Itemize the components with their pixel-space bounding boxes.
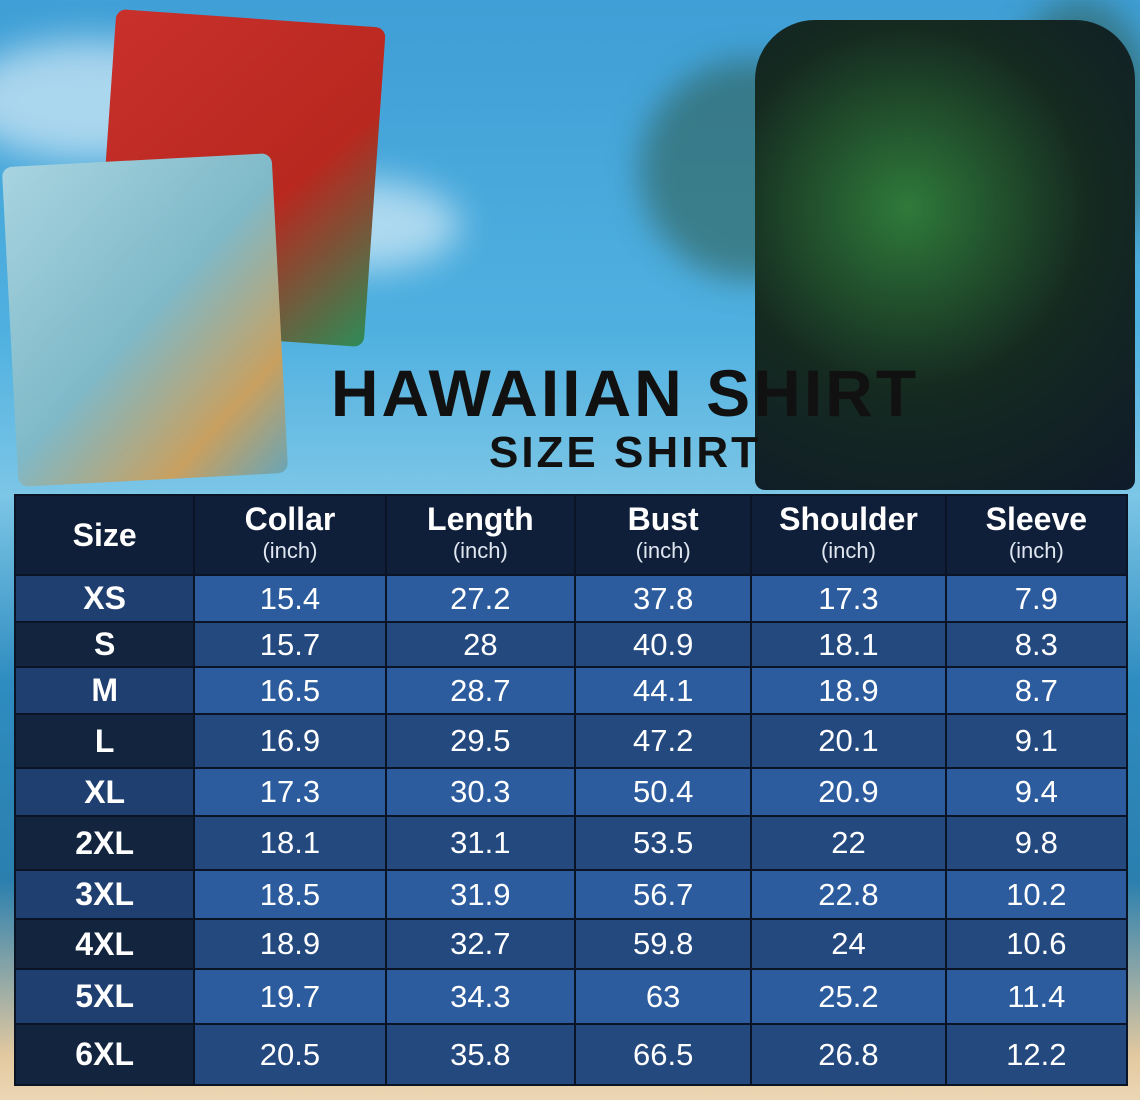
measurement-cell: 25.2 xyxy=(752,970,945,1023)
size-cell: XL xyxy=(16,769,194,815)
table-row: 4XL 18.9 32.7 59.8 24 10.6 xyxy=(16,920,1126,968)
measurement-cell: 22 xyxy=(752,817,945,869)
size-cell: L xyxy=(16,715,194,767)
measurement-cell: 35.8 xyxy=(386,1025,575,1084)
measurement-cell: 20.1 xyxy=(752,715,945,767)
table-row: 5XL 19.7 34.3 63 25.2 11.4 xyxy=(16,970,1126,1023)
measurement-cell: 18.1 xyxy=(752,623,945,666)
page-subtitle: SIZE SHIRT xyxy=(488,428,762,477)
measurement-cell: 53.5 xyxy=(576,817,751,869)
measurement-cell: 66.5 xyxy=(576,1025,751,1084)
measurement-cell: 40.9 xyxy=(576,623,751,666)
measurement-cell: 19.7 xyxy=(195,970,385,1023)
measurement-cell: 10.6 xyxy=(946,920,1126,968)
column-header: Collar (inch) xyxy=(195,496,385,574)
measurement-cell: 31.1 xyxy=(386,817,575,869)
measurement-cell: 10.2 xyxy=(946,871,1126,918)
measurement-cell: 7.9 xyxy=(946,576,1126,621)
table-row: S 15.7 28 40.9 18.1 8.3 xyxy=(16,623,1126,666)
measurement-cell: 18.5 xyxy=(195,871,385,918)
measurement-cell: 15.4 xyxy=(195,576,385,621)
measurement-cell: 17.3 xyxy=(752,576,945,621)
measurement-cell: 16.9 xyxy=(195,715,385,767)
column-header: Shoulder (inch) xyxy=(752,496,945,574)
column-header: Length (inch) xyxy=(386,496,575,574)
size-cell: 5XL xyxy=(16,970,194,1023)
measurement-cell: 8.7 xyxy=(946,668,1126,713)
measurement-cell: 17.3 xyxy=(195,769,385,815)
table-row: 6XL 20.5 35.8 66.5 26.8 12.2 xyxy=(16,1025,1126,1084)
measurement-cell: 28.7 xyxy=(386,668,575,713)
measurement-cell: 18.9 xyxy=(195,920,385,968)
measurement-cell: 27.2 xyxy=(386,576,575,621)
measurement-cell: 50.4 xyxy=(576,769,751,815)
column-header-label: Bust xyxy=(627,501,699,537)
measurement-cell: 12.2 xyxy=(946,1025,1126,1084)
measurement-cell: 44.1 xyxy=(576,668,751,713)
measurement-cell: 11.4 xyxy=(946,970,1126,1023)
column-header-unit: (inch) xyxy=(452,538,508,563)
table-header-row: Size Collar (inch) Length (inch) Bust (inch) Sh… xyxy=(16,496,1126,574)
table-row: 3XL 18.5 31.9 56.7 22.8 10.2 xyxy=(16,871,1126,918)
column-header-unit: (inch) xyxy=(820,538,876,563)
table-row: M 16.5 28.7 44.1 18.9 8.7 xyxy=(16,668,1126,713)
measurement-cell: 8.3 xyxy=(946,623,1126,666)
measurement-cell: 18.9 xyxy=(752,668,945,713)
column-header-label: Collar xyxy=(244,501,336,537)
column-header: Sleeve (inch) xyxy=(946,496,1126,574)
measurement-cell: 32.7 xyxy=(386,920,575,968)
measurement-cell: 47.2 xyxy=(576,715,751,767)
measurement-cell: 24 xyxy=(752,920,945,968)
measurement-cell: 9.4 xyxy=(946,769,1126,815)
page-title: HAWAIIAN SHIRT xyxy=(330,356,920,430)
size-cell: M xyxy=(16,668,194,713)
size-cell: 2XL xyxy=(16,817,194,869)
measurement-cell: 30.3 xyxy=(386,769,575,815)
column-header: Bust (inch) xyxy=(576,496,751,574)
table-row: 2XL 18.1 31.1 53.5 22 9.8 xyxy=(16,817,1126,869)
measurement-cell: 37.8 xyxy=(576,576,751,621)
measurement-cell: 28 xyxy=(386,623,575,666)
measurement-cell: 9.1 xyxy=(946,715,1126,767)
size-cell: XS xyxy=(16,576,194,621)
measurement-cell: 22.8 xyxy=(752,871,945,918)
measurement-cell: 34.3 xyxy=(386,970,575,1023)
column-header-unit: (inch) xyxy=(1008,538,1064,563)
measurement-cell: 31.9 xyxy=(386,871,575,918)
measurement-cell: 26.8 xyxy=(752,1025,945,1084)
measurement-cell: 59.8 xyxy=(576,920,751,968)
model-shirt-image xyxy=(755,20,1135,490)
column-header-label: Length xyxy=(427,501,534,537)
column-header-label: Shoulder xyxy=(779,501,918,537)
table-row: XS 15.4 27.2 37.8 17.3 7.9 xyxy=(16,576,1126,621)
column-header-label: Sleeve xyxy=(985,501,1088,537)
size-cell: 4XL xyxy=(16,920,194,968)
measurement-cell: 9.8 xyxy=(946,817,1126,869)
column-header-unit: (inch) xyxy=(262,538,318,563)
size-cell: 3XL xyxy=(16,871,194,918)
size-table: Size Collar (inch) Length (inch) Bust (inch) Sh… xyxy=(14,494,1128,1086)
column-header-unit: (inch) xyxy=(635,538,691,563)
measurement-cell: 63 xyxy=(576,970,751,1023)
column-header-label: Size xyxy=(72,517,137,553)
table-row: XL 17.3 30.3 50.4 20.9 9.4 xyxy=(16,769,1126,815)
size-cell: 6XL xyxy=(16,1025,194,1084)
measurement-cell: 18.1 xyxy=(195,817,385,869)
measurement-cell: 56.7 xyxy=(576,871,751,918)
column-header: Size xyxy=(16,496,194,574)
measurement-cell: 20.5 xyxy=(195,1025,385,1084)
measurement-cell: 15.7 xyxy=(195,623,385,666)
size-cell: S xyxy=(16,623,194,666)
measurement-cell: 29.5 xyxy=(386,715,575,767)
table-row: L 16.9 29.5 47.2 20.1 9.1 xyxy=(16,715,1126,767)
measurement-cell: 20.9 xyxy=(752,769,945,815)
measurement-cell: 16.5 xyxy=(195,668,385,713)
